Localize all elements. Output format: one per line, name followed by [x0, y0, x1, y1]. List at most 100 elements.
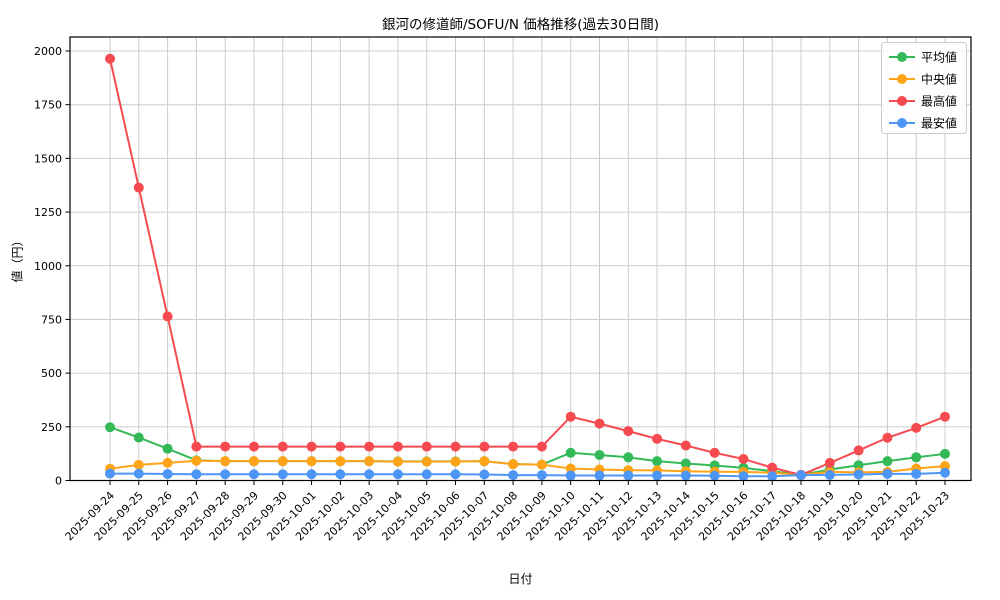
data-point-min — [335, 469, 346, 480]
data-point-min — [191, 469, 202, 480]
data-point-max — [335, 441, 346, 452]
data-point-max — [162, 311, 173, 322]
data-point-min — [680, 470, 691, 481]
data-point-median — [133, 459, 144, 470]
data-point-min — [853, 469, 864, 480]
data-point-average — [105, 422, 115, 433]
data-point-min — [882, 468, 893, 479]
legend-item-median: 中央値 — [889, 72, 957, 87]
data-point-average — [623, 452, 634, 463]
data-point-max — [220, 441, 231, 452]
data-point-max — [536, 441, 547, 452]
data-point-min — [364, 469, 375, 480]
data-point-average — [940, 448, 950, 459]
data-point-min — [220, 469, 231, 480]
legend-label-median: 中央値 — [921, 72, 957, 87]
data-point-median — [450, 456, 461, 467]
data-point-max — [853, 445, 864, 456]
data-point-min — [479, 469, 490, 480]
data-point-min — [392, 469, 403, 480]
data-point-average — [652, 456, 663, 467]
data-point-min — [105, 468, 115, 479]
data-point-max — [421, 441, 432, 452]
data-point-average — [162, 443, 173, 454]
data-point-average — [680, 458, 691, 469]
chart-title: 銀河の修道師/SOFU/N 価格推移(過去30日間) — [381, 17, 660, 33]
y-tick-label: 2000 — [34, 45, 62, 58]
data-point-max — [623, 426, 634, 437]
data-point-max — [824, 457, 835, 468]
data-point-min — [623, 470, 634, 481]
series-median — [105, 455, 950, 480]
data-point-min — [421, 469, 432, 480]
data-point-min — [709, 470, 720, 481]
x-axis-label: 日付 — [508, 572, 533, 586]
data-point-max — [191, 441, 202, 452]
data-point-median — [508, 459, 519, 470]
legend-item-max: 最高値 — [889, 94, 957, 109]
data-point-min — [594, 470, 605, 481]
data-point-max — [738, 454, 749, 465]
y-axis-label: 値（円） — [10, 234, 25, 283]
y-tick-label: 0 — [55, 475, 62, 488]
data-point-max — [392, 441, 403, 452]
data-point-average — [882, 456, 893, 467]
legend-label-max: 最高値 — [921, 94, 957, 109]
data-point-min — [508, 470, 519, 481]
data-point-min — [940, 467, 950, 478]
plot-border — [69, 36, 972, 482]
data-point-max — [680, 440, 691, 451]
data-point-min — [652, 470, 663, 481]
data-point-median — [479, 456, 490, 467]
data-point-min — [162, 469, 173, 480]
data-point-max — [450, 441, 461, 452]
data-point-max — [133, 182, 144, 193]
y-tick-label: 1500 — [34, 152, 62, 165]
legend-marker-dot-max — [897, 96, 907, 106]
data-point-average — [911, 452, 922, 463]
data-point-max — [565, 411, 576, 422]
data-point-max — [594, 418, 605, 429]
legend-label-average: 平均値 — [921, 50, 957, 65]
series-min — [105, 467, 950, 482]
legend-item-min: 最安値 — [889, 116, 957, 131]
data-point-median — [248, 456, 259, 467]
series-line-max — [109, 57, 946, 476]
data-point-min — [450, 469, 461, 480]
data-point-median — [565, 463, 576, 474]
data-point-median — [392, 456, 403, 467]
legend-box — [881, 42, 967, 134]
y-tick-label: 750 — [41, 313, 62, 326]
data-point-max — [105, 53, 115, 64]
data-point-max — [364, 441, 375, 452]
data-point-median — [536, 459, 547, 470]
data-point-min — [536, 470, 547, 481]
data-point-median — [306, 456, 317, 467]
data-point-max — [277, 441, 288, 452]
data-point-max — [306, 441, 317, 452]
data-point-median — [162, 457, 173, 468]
data-point-average — [133, 432, 144, 443]
data-point-median — [191, 455, 202, 466]
data-point-max — [709, 447, 720, 458]
data-point-min — [248, 469, 259, 480]
data-point-median — [277, 456, 288, 467]
data-point-min — [738, 471, 749, 482]
data-point-max — [940, 411, 950, 422]
y-tick-label: 1000 — [34, 260, 62, 273]
data-point-min — [911, 468, 922, 479]
data-point-min — [306, 469, 317, 480]
legend-item-average: 平均値 — [889, 50, 957, 65]
data-point-median — [364, 456, 375, 467]
data-point-min — [133, 468, 144, 479]
data-point-max — [767, 462, 778, 473]
y-tick-label: 250 — [41, 421, 62, 434]
data-point-max — [652, 433, 663, 444]
data-point-average — [594, 449, 605, 460]
legend-marker-dot-average — [897, 52, 907, 62]
legend-marker-dot-min — [897, 118, 907, 128]
data-point-min — [824, 469, 835, 480]
